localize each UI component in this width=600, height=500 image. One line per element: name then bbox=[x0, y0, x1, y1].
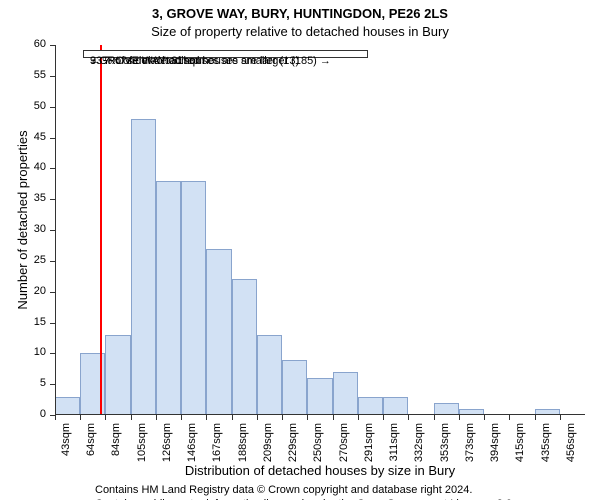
x-tick-mark bbox=[358, 415, 359, 420]
x-tick-label: 291sqm bbox=[364, 423, 375, 473]
x-tick-mark bbox=[408, 415, 409, 420]
x-tick-label: 43sqm bbox=[61, 423, 72, 473]
chart-container: { "title": "3, GROVE WAY, BURY, HUNTINGD… bbox=[0, 0, 600, 500]
y-tick-label: 50 bbox=[20, 101, 46, 112]
histogram-bar bbox=[307, 378, 332, 415]
histogram-bar bbox=[105, 335, 130, 415]
y-tick-label: 60 bbox=[20, 39, 46, 50]
x-tick-mark bbox=[535, 415, 536, 420]
y-tick-mark bbox=[50, 261, 55, 262]
x-tick-mark bbox=[206, 415, 207, 420]
y-tick-label: 45 bbox=[20, 132, 46, 143]
y-tick-label: 25 bbox=[20, 255, 46, 266]
y-tick-label: 40 bbox=[20, 162, 46, 173]
x-tick-label: 64sqm bbox=[86, 423, 97, 473]
histogram-bar bbox=[257, 335, 282, 415]
x-tick-label: 373sqm bbox=[465, 423, 476, 473]
y-tick-label: 20 bbox=[20, 286, 46, 297]
x-tick-label: 229sqm bbox=[288, 423, 299, 473]
histogram-bar bbox=[131, 119, 156, 415]
x-tick-label: 250sqm bbox=[313, 423, 324, 473]
histogram-bar bbox=[55, 397, 80, 416]
y-tick-mark bbox=[50, 107, 55, 108]
y-tick-mark bbox=[50, 168, 55, 169]
plot-area bbox=[55, 45, 585, 415]
histogram-bar bbox=[156, 181, 181, 415]
histogram-bar bbox=[282, 360, 307, 416]
histogram-bar bbox=[181, 181, 206, 415]
x-tick-mark bbox=[55, 415, 56, 420]
annotation-box: 3 GROVE WAY: 81sqm← 7% of detached house… bbox=[83, 50, 368, 58]
x-tick-label: 435sqm bbox=[541, 423, 552, 473]
y-tick-mark bbox=[50, 353, 55, 354]
x-tick-label: 105sqm bbox=[137, 423, 148, 473]
x-tick-mark bbox=[484, 415, 485, 420]
histogram-bar bbox=[206, 249, 231, 416]
x-tick-mark bbox=[131, 415, 132, 420]
y-tick-mark bbox=[50, 199, 55, 200]
x-tick-label: 332sqm bbox=[414, 423, 425, 473]
x-tick-mark bbox=[105, 415, 106, 420]
x-tick-label: 209sqm bbox=[263, 423, 274, 473]
x-tick-mark bbox=[333, 415, 334, 420]
histogram-bar bbox=[358, 397, 383, 416]
x-tick-mark bbox=[383, 415, 384, 420]
x-tick-label: 146sqm bbox=[187, 423, 198, 473]
x-tick-mark bbox=[282, 415, 283, 420]
histogram-bar bbox=[232, 279, 257, 415]
x-tick-label: 188sqm bbox=[238, 423, 249, 473]
x-tick-mark bbox=[156, 415, 157, 420]
y-tick-mark bbox=[50, 138, 55, 139]
y-tick-label: 55 bbox=[20, 70, 46, 81]
histogram-bar bbox=[333, 372, 358, 415]
histogram-bar bbox=[383, 397, 408, 416]
annotation-line-3: 93% of semi-detached houses are larger (… bbox=[90, 54, 331, 69]
chart-title: 3, GROVE WAY, BURY, HUNTINGDON, PE26 2LS bbox=[0, 6, 600, 21]
y-tick-label: 5 bbox=[20, 378, 46, 389]
x-tick-mark bbox=[181, 415, 182, 420]
y-axis-spine bbox=[55, 45, 56, 415]
x-tick-mark bbox=[459, 415, 460, 420]
x-tick-mark bbox=[434, 415, 435, 420]
y-tick-mark bbox=[50, 323, 55, 324]
x-tick-mark bbox=[509, 415, 510, 420]
y-tick-label: 10 bbox=[20, 347, 46, 358]
x-tick-label: 311sqm bbox=[389, 423, 400, 473]
y-tick-mark bbox=[50, 384, 55, 385]
y-tick-mark bbox=[50, 76, 55, 77]
x-tick-mark bbox=[257, 415, 258, 420]
subject-property-marker bbox=[100, 45, 102, 415]
x-tick-mark bbox=[560, 415, 561, 420]
x-tick-mark bbox=[80, 415, 81, 420]
footer-line-1: Contains HM Land Registry data © Crown c… bbox=[95, 483, 472, 497]
y-tick-mark bbox=[50, 292, 55, 293]
y-tick-label: 0 bbox=[20, 409, 46, 420]
y-axis-label: Number of detached properties bbox=[15, 110, 30, 330]
x-tick-label: 456sqm bbox=[566, 423, 577, 473]
y-tick-mark bbox=[50, 230, 55, 231]
x-axis-spine bbox=[55, 414, 585, 415]
x-tick-label: 394sqm bbox=[490, 423, 501, 473]
y-tick-mark bbox=[50, 45, 55, 46]
x-tick-label: 270sqm bbox=[339, 423, 350, 473]
x-tick-label: 126sqm bbox=[162, 423, 173, 473]
x-tick-label: 84sqm bbox=[111, 423, 122, 473]
x-tick-label: 415sqm bbox=[515, 423, 526, 473]
x-tick-label: 167sqm bbox=[212, 423, 223, 473]
y-tick-label: 35 bbox=[20, 193, 46, 204]
chart-subtitle: Size of property relative to detached ho… bbox=[0, 24, 600, 39]
x-tick-mark bbox=[232, 415, 233, 420]
x-tick-label: 353sqm bbox=[440, 423, 451, 473]
x-tick-mark bbox=[307, 415, 308, 420]
y-tick-label: 15 bbox=[20, 317, 46, 328]
y-tick-label: 30 bbox=[20, 224, 46, 235]
